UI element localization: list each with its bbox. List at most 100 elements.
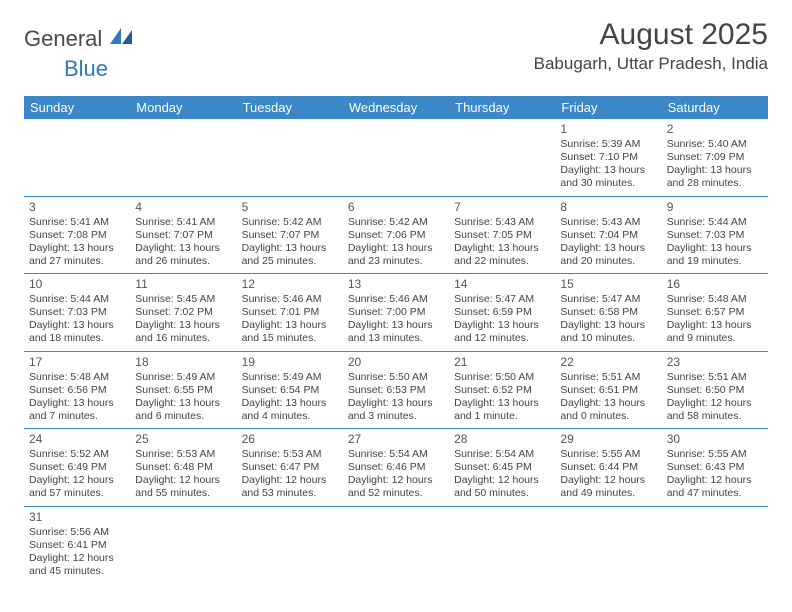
- daylight-text: and 47 minutes.: [667, 487, 763, 500]
- daylight-text: Daylight: 13 hours: [454, 319, 550, 332]
- day-number: 27: [348, 432, 444, 447]
- daylight-text: Daylight: 13 hours: [560, 164, 656, 177]
- sunrise-text: Sunrise: 5:48 AM: [29, 371, 125, 384]
- daylight-text: Daylight: 13 hours: [242, 242, 338, 255]
- daylight-text: Daylight: 13 hours: [29, 242, 125, 255]
- daylight-text: and 50 minutes.: [454, 487, 550, 500]
- sunrise-text: Sunrise: 5:53 AM: [242, 448, 338, 461]
- daylight-text: and 55 minutes.: [135, 487, 231, 500]
- calendar-cell: 29Sunrise: 5:55 AMSunset: 6:44 PMDayligh…: [555, 429, 661, 507]
- daylight-text: and 30 minutes.: [560, 177, 656, 190]
- daylight-text: and 58 minutes.: [667, 410, 763, 423]
- sunset-text: Sunset: 6:44 PM: [560, 461, 656, 474]
- day-number: 2: [667, 122, 763, 137]
- sunrise-text: Sunrise: 5:54 AM: [454, 448, 550, 461]
- calendar-row: 1Sunrise: 5:39 AMSunset: 7:10 PMDaylight…: [24, 119, 768, 196]
- daylight-text: and 1 minute.: [454, 410, 550, 423]
- sunset-text: Sunset: 6:53 PM: [348, 384, 444, 397]
- daylight-text: and 49 minutes.: [560, 487, 656, 500]
- sunset-text: Sunset: 6:45 PM: [454, 461, 550, 474]
- sunrise-text: Sunrise: 5:50 AM: [348, 371, 444, 384]
- daylight-text: Daylight: 13 hours: [29, 319, 125, 332]
- sunset-text: Sunset: 7:03 PM: [29, 306, 125, 319]
- daylight-text: and 0 minutes.: [560, 410, 656, 423]
- daylight-text: and 3 minutes.: [348, 410, 444, 423]
- day-number: 13: [348, 277, 444, 292]
- calendar-cell: 16Sunrise: 5:48 AMSunset: 6:57 PMDayligh…: [662, 274, 768, 352]
- calendar-cell: 31Sunrise: 5:56 AMSunset: 6:41 PMDayligh…: [24, 506, 130, 583]
- daylight-text: Daylight: 13 hours: [348, 242, 444, 255]
- calendar-cell: 6Sunrise: 5:42 AMSunset: 7:06 PMDaylight…: [343, 196, 449, 274]
- daylight-text: Daylight: 13 hours: [242, 319, 338, 332]
- daylight-text: Daylight: 13 hours: [135, 319, 231, 332]
- daylight-text: and 18 minutes.: [29, 332, 125, 345]
- day-number: 14: [454, 277, 550, 292]
- calendar-cell-empty: [237, 506, 343, 583]
- location-label: Babugarh, Uttar Pradesh, India: [534, 54, 768, 74]
- sunrise-text: Sunrise: 5:44 AM: [29, 293, 125, 306]
- sunset-text: Sunset: 6:41 PM: [29, 539, 125, 552]
- sunset-text: Sunset: 7:07 PM: [135, 229, 231, 242]
- sunset-text: Sunset: 6:54 PM: [242, 384, 338, 397]
- day-number: 10: [29, 277, 125, 292]
- calendar-cell: 18Sunrise: 5:49 AMSunset: 6:55 PMDayligh…: [130, 351, 236, 429]
- day-number: 21: [454, 355, 550, 370]
- calendar-row: 3Sunrise: 5:41 AMSunset: 7:08 PMDaylight…: [24, 196, 768, 274]
- day-header: Tuesday: [237, 96, 343, 119]
- calendar-cell: 3Sunrise: 5:41 AMSunset: 7:08 PMDaylight…: [24, 196, 130, 274]
- daylight-text: Daylight: 12 hours: [454, 474, 550, 487]
- daylight-text: and 7 minutes.: [29, 410, 125, 423]
- calendar-cell-empty: [343, 119, 449, 196]
- calendar-cell: 15Sunrise: 5:47 AMSunset: 6:58 PMDayligh…: [555, 274, 661, 352]
- daylight-text: Daylight: 13 hours: [667, 242, 763, 255]
- daylight-text: and 20 minutes.: [560, 255, 656, 268]
- daylight-text: and 23 minutes.: [348, 255, 444, 268]
- sunset-text: Sunset: 7:04 PM: [560, 229, 656, 242]
- month-title: August 2025: [534, 18, 768, 52]
- sunrise-text: Sunrise: 5:39 AM: [560, 138, 656, 151]
- day-number: 1: [560, 122, 656, 137]
- calendar-body: 1Sunrise: 5:39 AMSunset: 7:10 PMDaylight…: [24, 119, 768, 583]
- day-number: 22: [560, 355, 656, 370]
- daylight-text: and 45 minutes.: [29, 565, 125, 578]
- sunrise-text: Sunrise: 5:53 AM: [135, 448, 231, 461]
- calendar-cell: 26Sunrise: 5:53 AMSunset: 6:47 PMDayligh…: [237, 429, 343, 507]
- day-number: 18: [135, 355, 231, 370]
- daylight-text: Daylight: 13 hours: [454, 397, 550, 410]
- calendar-cell-empty: [449, 506, 555, 583]
- day-header: Friday: [555, 96, 661, 119]
- calendar-row: 10Sunrise: 5:44 AMSunset: 7:03 PMDayligh…: [24, 274, 768, 352]
- sunset-text: Sunset: 7:05 PM: [454, 229, 550, 242]
- day-number: 8: [560, 200, 656, 215]
- calendar-cell-empty: [237, 119, 343, 196]
- daylight-text: Daylight: 13 hours: [667, 319, 763, 332]
- sunrise-text: Sunrise: 5:42 AM: [242, 216, 338, 229]
- sunset-text: Sunset: 6:50 PM: [667, 384, 763, 397]
- daylight-text: and 27 minutes.: [29, 255, 125, 268]
- sunrise-text: Sunrise: 5:49 AM: [135, 371, 231, 384]
- sunset-text: Sunset: 7:06 PM: [348, 229, 444, 242]
- sunrise-text: Sunrise: 5:50 AM: [454, 371, 550, 384]
- daylight-text: and 16 minutes.: [135, 332, 231, 345]
- calendar-cell-empty: [130, 119, 236, 196]
- daylight-text: Daylight: 12 hours: [348, 474, 444, 487]
- sunset-text: Sunset: 6:59 PM: [454, 306, 550, 319]
- daylight-text: and 57 minutes.: [29, 487, 125, 500]
- sunrise-text: Sunrise: 5:40 AM: [667, 138, 763, 151]
- title-block: August 2025 Babugarh, Uttar Pradesh, Ind…: [534, 18, 768, 74]
- daylight-text: Daylight: 12 hours: [667, 397, 763, 410]
- sunset-text: Sunset: 7:07 PM: [242, 229, 338, 242]
- sunrise-text: Sunrise: 5:47 AM: [560, 293, 656, 306]
- sunrise-text: Sunrise: 5:52 AM: [29, 448, 125, 461]
- day-number: 29: [560, 432, 656, 447]
- sunrise-text: Sunrise: 5:47 AM: [454, 293, 550, 306]
- calendar-row: 24Sunrise: 5:52 AMSunset: 6:49 PMDayligh…: [24, 429, 768, 507]
- daylight-text: Daylight: 13 hours: [454, 242, 550, 255]
- daylight-text: Daylight: 13 hours: [29, 397, 125, 410]
- daylight-text: Daylight: 13 hours: [348, 397, 444, 410]
- day-header: Wednesday: [343, 96, 449, 119]
- calendar-cell: 19Sunrise: 5:49 AMSunset: 6:54 PMDayligh…: [237, 351, 343, 429]
- daylight-text: Daylight: 12 hours: [29, 474, 125, 487]
- daylight-text: Daylight: 12 hours: [560, 474, 656, 487]
- sunset-text: Sunset: 6:48 PM: [135, 461, 231, 474]
